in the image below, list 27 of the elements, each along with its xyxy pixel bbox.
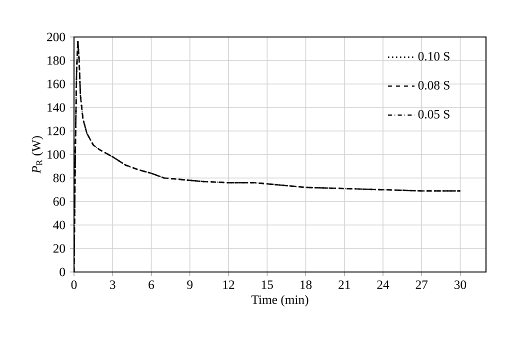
x-tick-label: 21 [338,280,350,289]
y-tick-label: 100 [48,150,66,159]
y-tick-label: 160 [48,80,66,88]
x-tick-label: 27 [416,280,428,289]
y-tick-label: 140 [48,103,66,112]
y-tick-label: 80 [53,174,66,182]
x-tick-label: 12 [223,280,234,289]
y-tick-label: 180 [48,56,66,65]
legend-label: 0.10 S [418,52,450,61]
x-tick-label: 0 [71,280,77,290]
x-tick-label: 18 [300,280,312,290]
y-axis-title: P$_{R}$ (W) [32,136,44,174]
x-tick-label: 30 [454,280,466,290]
x-tick-label: 3 [110,280,116,289]
legend-label: 0.08 S [418,80,450,90]
x-axis-title: Time (min) [251,295,308,307]
x-tick-label: 9 [187,280,193,289]
y-tick-label: 120 [48,126,66,136]
x-tick-label: 6 [148,280,154,289]
x-tick-label: 24 [377,280,390,289]
y-tick-label: 200 [47,32,66,42]
x-tick-label: 15 [262,280,273,289]
y-tick-label: 60 [53,197,66,206]
y-tick-label: 20 [53,244,66,253]
legend-label: 0.05 S [418,110,450,119]
y-tick-label: 40 [53,220,66,230]
y-tick-label: 0 [60,268,66,276]
